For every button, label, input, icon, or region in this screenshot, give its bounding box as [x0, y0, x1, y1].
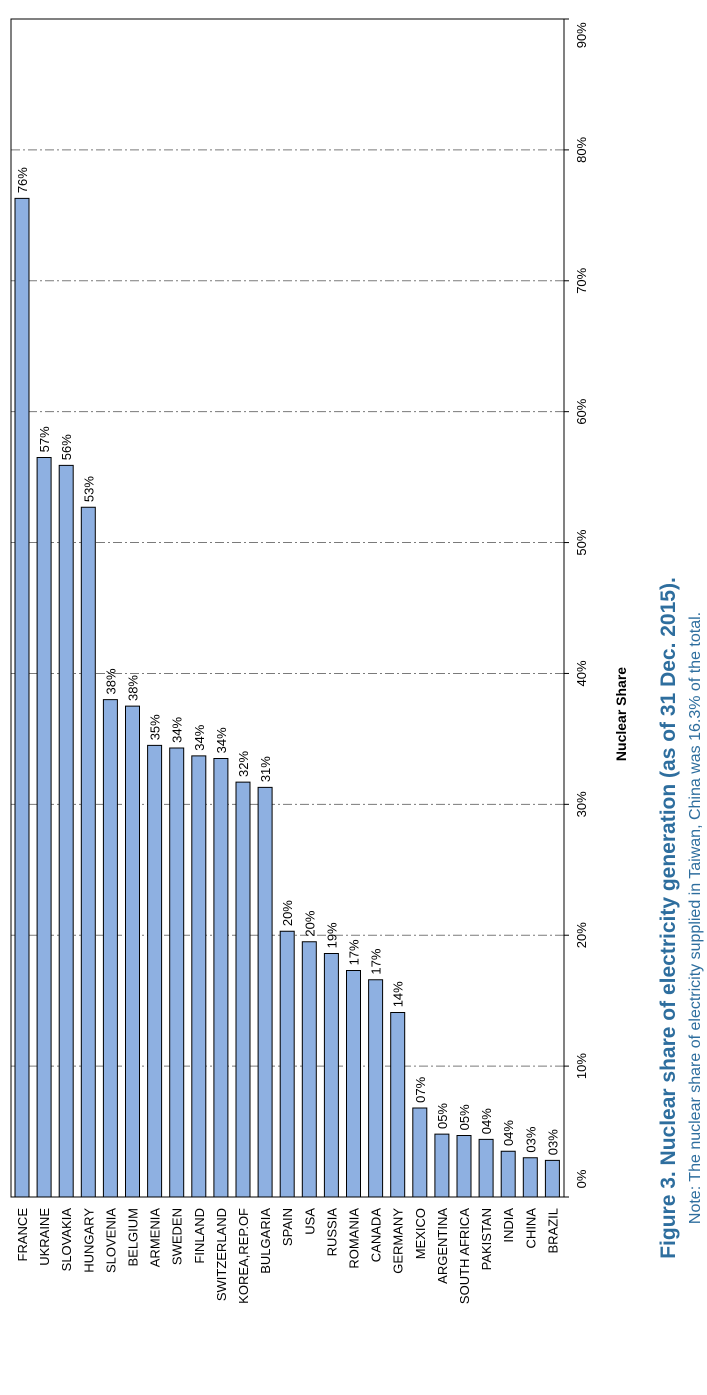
bar: [214, 759, 228, 1197]
category-label: SLOVENIA: [103, 1208, 118, 1273]
value-label: 03%: [523, 1126, 538, 1152]
category-label: FRANCE: [15, 1208, 30, 1262]
value-label: 07%: [413, 1076, 428, 1102]
value-label: 76%: [15, 167, 30, 193]
bar: [236, 782, 250, 1197]
bar: [347, 971, 361, 1197]
value-label: 35%: [148, 714, 163, 740]
tick-label: 60%: [574, 398, 589, 424]
value-label: 57%: [37, 426, 52, 452]
value-label: 05%: [435, 1103, 450, 1129]
value-label: 14%: [391, 981, 406, 1007]
tick-label: 40%: [574, 660, 589, 686]
tick-label: 70%: [574, 267, 589, 293]
category-label: SWEDEN: [170, 1208, 185, 1265]
value-label: 05%: [457, 1104, 472, 1130]
tick-label: 10%: [574, 1053, 589, 1079]
bar: [324, 954, 338, 1197]
caption-note: Note: The nuclear share of electricity s…: [687, 612, 704, 1224]
tick-labels: [564, 19, 569, 1197]
value-label: 32%: [236, 750, 251, 776]
bar: [15, 198, 29, 1197]
plot-frame: [11, 19, 564, 1197]
category-label: ROMANIA: [347, 1208, 362, 1269]
tick-label: 20%: [574, 922, 589, 948]
tick-label: 30%: [574, 791, 589, 817]
category-label: SPAIN: [280, 1208, 295, 1246]
bar: [103, 700, 117, 1197]
category-label: MEXICO: [413, 1208, 428, 1259]
category-label: GERMANY: [391, 1208, 406, 1274]
category-label: BELGIUM: [126, 1208, 141, 1267]
value-label: 31%: [258, 756, 273, 782]
caption-title: Figure 3. Nuclear share of electricity g…: [657, 577, 680, 1259]
value-label: 34%: [214, 727, 229, 753]
bar: [280, 931, 294, 1197]
value-label: 20%: [280, 900, 295, 926]
category-label: FINLAND: [192, 1208, 207, 1264]
category-label: RUSSIA: [324, 1208, 339, 1257]
tick-label: 80%: [574, 136, 589, 162]
bar: [258, 787, 272, 1197]
category-label: ARMENIA: [148, 1208, 163, 1268]
category-label: SLOVAKIA: [59, 1208, 74, 1272]
tick-label: 50%: [574, 529, 589, 555]
category-label: BULGARIA: [258, 1208, 273, 1274]
plot-group: [11, 19, 569, 1197]
bar: [457, 1135, 471, 1197]
bar: [391, 1012, 405, 1197]
category-label: HUNGARY: [81, 1208, 96, 1273]
category-label: SWITZERLAND: [214, 1208, 229, 1301]
value-label: 56%: [59, 434, 74, 460]
bar: [81, 507, 95, 1197]
value-label: 03%: [545, 1129, 560, 1155]
category-label: USA: [302, 1208, 317, 1235]
value-label: 38%: [103, 668, 118, 694]
value-label: 38%: [126, 675, 141, 701]
category-label: PAKISTAN: [479, 1208, 494, 1270]
value-label: 53%: [81, 476, 96, 502]
category-label: BRAZIL: [545, 1208, 560, 1254]
category-label: CHINA: [523, 1208, 538, 1249]
category-label: UKRAINE: [37, 1208, 52, 1266]
category-labels: FRANCE UKRAINE SLOVAKIA HUNGARY SLOVENIA BELG…: [15, 1208, 560, 1304]
bar: [126, 706, 140, 1197]
bars: [15, 198, 559, 1197]
bar: [170, 748, 184, 1197]
bar: [523, 1158, 537, 1197]
bar: [413, 1108, 427, 1197]
axis-title: Nuclear Share: [613, 667, 629, 761]
value-label: 04%: [501, 1120, 516, 1146]
bar: [148, 745, 162, 1197]
bar: [501, 1151, 515, 1197]
value-label: 17%: [347, 939, 362, 965]
value-label: 20%: [302, 910, 317, 936]
bar: [435, 1134, 449, 1197]
value-label: 17%: [369, 948, 384, 974]
category-label: ARGENTINA: [435, 1208, 450, 1284]
bar: [37, 457, 51, 1197]
value-label: 19%: [324, 922, 339, 948]
tick-label: 0%: [574, 1169, 589, 1188]
bar: [59, 465, 73, 1197]
category-label: KOREA,REP.OF: [236, 1208, 251, 1304]
value-label: 04%: [479, 1108, 494, 1134]
bar: [479, 1139, 493, 1197]
bar: [545, 1160, 559, 1197]
bar: [192, 756, 206, 1197]
category-label: CANADA: [369, 1208, 384, 1263]
category-label: INDIA: [501, 1208, 516, 1243]
tick-label: 90%: [574, 22, 589, 48]
value-label: 34%: [192, 724, 207, 750]
category-label: SOUTH AFRICA: [457, 1208, 472, 1304]
bar: [369, 980, 383, 1197]
value-label: 34%: [170, 716, 185, 742]
bar: [302, 942, 316, 1197]
